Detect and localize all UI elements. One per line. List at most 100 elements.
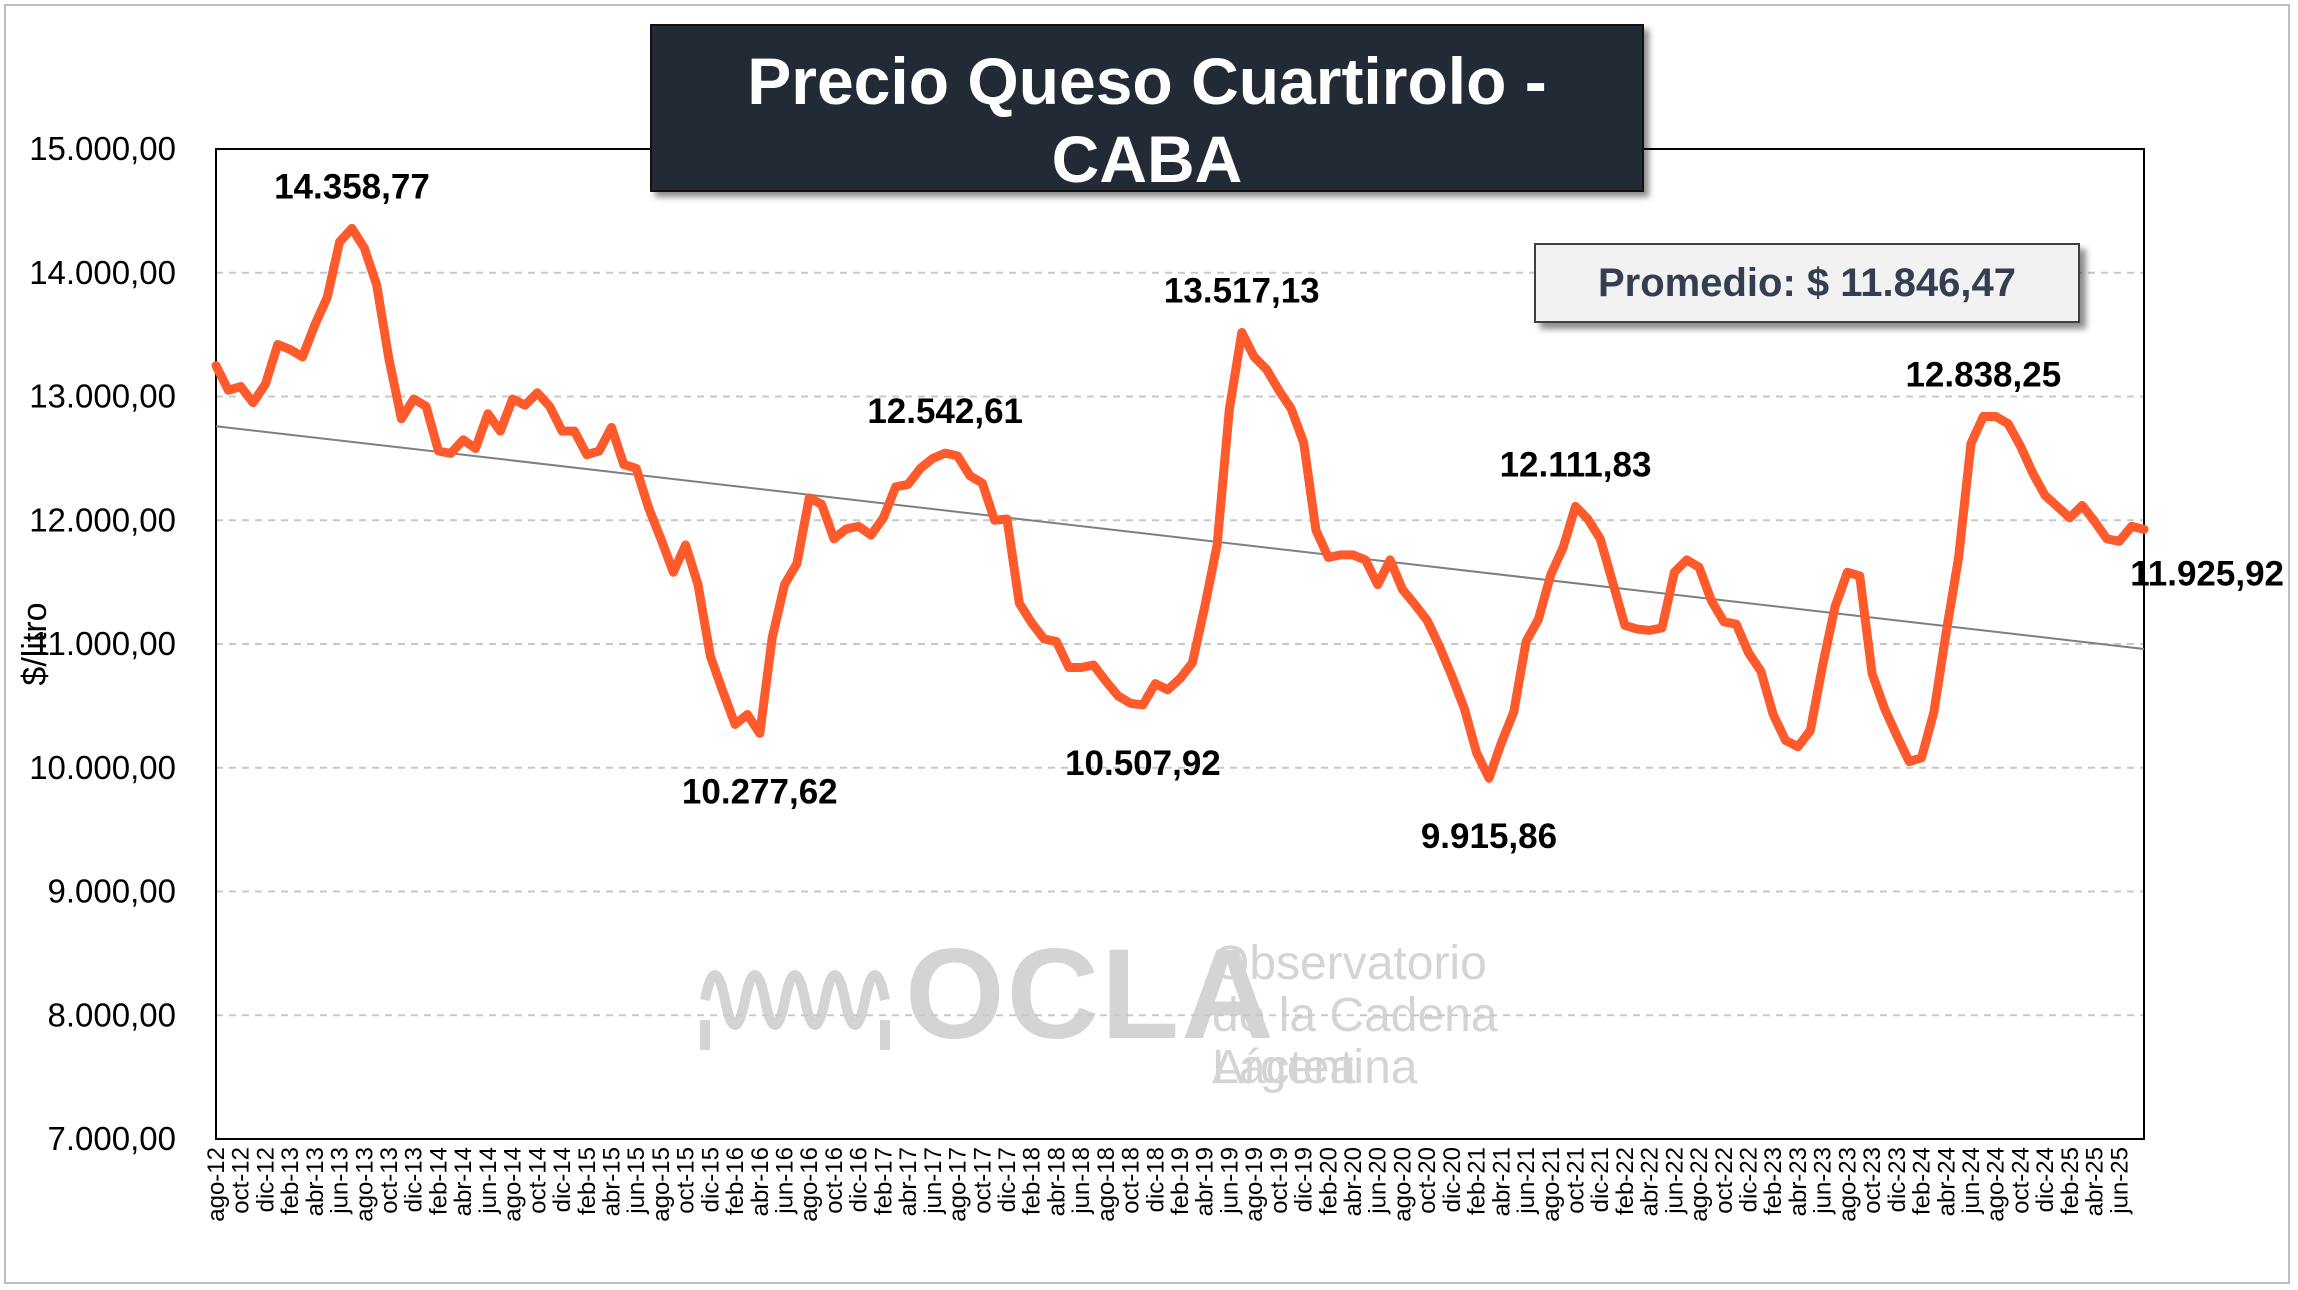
title-box: Precio Queso Cuartirolo - CABA - ajustad… (650, 24, 1644, 247)
x-tick-label: feb-16 (722, 1147, 749, 1215)
y-tick-label: 10.000,00 (29, 749, 176, 786)
x-tick-label: dic-12 (252, 1147, 279, 1212)
y-tick-label: 12.000,00 (29, 501, 176, 538)
x-tick-label: feb-13 (277, 1147, 304, 1215)
x-tick-label: jun-14 (475, 1147, 502, 1215)
x-tick-label: ago-12 (203, 1147, 230, 1222)
annotation-label: 12.111,83 (1500, 445, 1652, 484)
x-tick-label: feb-17 (870, 1147, 897, 1215)
x-tick-label: jun-20 (1365, 1147, 1392, 1215)
annotation-label: 13.517,13 (1164, 272, 1320, 311)
x-tick-label: jun-13 (327, 1147, 354, 1215)
x-tick-label: feb-14 (425, 1147, 452, 1215)
x-tick-label: jun-19 (1216, 1147, 1243, 1215)
x-tick-label: abr-19 (1192, 1147, 1219, 1216)
x-tick-label: oct-23 (1859, 1147, 1886, 1214)
watermark-line-1: Observatorio (1212, 937, 1487, 990)
y-tick-label: 8.000,00 (48, 996, 176, 1033)
x-tick-label: jun-22 (1661, 1147, 1688, 1215)
y-tick-label: 15.000,00 (29, 130, 176, 167)
x-tick-label: feb-21 (1464, 1147, 1491, 1215)
chart-subtitle: - ajustado por IPC - (969, 201, 1325, 247)
x-tick-label: dic-14 (549, 1147, 576, 1212)
y-tick-label: 14.000,00 (29, 254, 176, 291)
watermark-logo-text: OCLA (905, 923, 1276, 1066)
x-tick-label: jun-18 (1068, 1147, 1095, 1215)
x-tick-label: oct-20 (1414, 1147, 1441, 1214)
chart-title: Precio Queso Cuartirolo - CABA (747, 44, 1547, 196)
x-tick-label: feb-20 (1315, 1147, 1342, 1215)
x-tick-label: oct-13 (376, 1147, 403, 1214)
average-box: Promedio: $ 11.846,47 (1534, 243, 2080, 323)
x-tick-label: dic-16 (846, 1147, 873, 1212)
gridlines (216, 271, 2144, 1017)
trend-line (215, 425, 2145, 650)
x-tick-label: ago-24 (1983, 1147, 2010, 1222)
x-tick-label: abr-24 (1933, 1147, 1960, 1216)
annotation-label: 14.358,77 (274, 167, 430, 206)
x-tick-label: oct-17 (969, 1147, 996, 1214)
x-tick-label: feb-22 (1612, 1147, 1639, 1215)
x-tick-label: ago-17 (945, 1147, 972, 1222)
annotation-label: 12.838,25 (1905, 356, 2061, 395)
x-tick-label: oct-21 (1562, 1147, 1589, 1214)
x-tick-label: dic-20 (1439, 1147, 1466, 1212)
x-tick-label: dic-18 (1142, 1147, 1169, 1212)
x-tick-label: ago-13 (351, 1147, 378, 1222)
x-tick-label: abr-16 (747, 1147, 774, 1216)
y-tick-label: 11.000,00 (32, 625, 176, 662)
x-tick-label: ago-23 (1834, 1147, 1861, 1222)
annotation-label: 11.925,92 (2130, 554, 2284, 593)
x-tick-label: oct-24 (2007, 1147, 2034, 1214)
x-tick-label: oct-22 (1711, 1147, 1738, 1214)
x-tick-label: oct-14 (524, 1147, 551, 1214)
x-tick-label: abr-25 (2082, 1147, 2109, 1216)
x-tick-label: abr-13 (302, 1147, 329, 1216)
x-tick-label: jun-21 (1513, 1147, 1540, 1215)
x-tick-label: ago-16 (796, 1147, 823, 1222)
x-tick-label: abr-20 (1340, 1147, 1367, 1216)
x-tick-label: dic-21 (1587, 1147, 1614, 1212)
x-tick-label: abr-23 (1785, 1147, 1812, 1216)
x-tick-label: jun-23 (1810, 1147, 1837, 1215)
x-tick-label: jun-17 (920, 1147, 947, 1215)
x-tick-label: oct-19 (1266, 1147, 1293, 1214)
x-tick-label: feb-18 (1019, 1147, 1046, 1215)
y-tick-label: 9.000,00 (48, 873, 176, 910)
y-tick-label: 7.000,00 (48, 1120, 176, 1157)
x-tick-label: dic-24 (2032, 1147, 2059, 1212)
annotation-label: 10.507,92 (1065, 744, 1221, 783)
annotation-label: 10.277,62 (682, 772, 838, 811)
data-annotations: 14.358,77 10.277,62 12.542,61 10.507,92 13.5… (274, 167, 2284, 856)
annotation-label: 12.542,61 (867, 392, 1023, 431)
x-tick-label: jun-16 (772, 1147, 799, 1215)
x-tick-label: abr-21 (1488, 1147, 1515, 1216)
x-tick-label: jun-25 (2106, 1147, 2133, 1215)
x-tick-label: feb-25 (2057, 1147, 2084, 1215)
x-tick-label: oct-12 (228, 1147, 255, 1214)
x-tick-label: feb-19 (1167, 1147, 1194, 1215)
x-tick-label: feb-15 (574, 1147, 601, 1215)
watermark-line-3: Argentina (1212, 1041, 1418, 1094)
y-tick-label: 13.000,00 (29, 378, 176, 415)
x-tick-label: abr-14 (450, 1147, 477, 1216)
x-tick-label: oct-15 (673, 1147, 700, 1214)
x-axis-ticks: ago-12oct-12dic-12feb-13abr-13jun-13ago-… (203, 1147, 2133, 1222)
x-tick-label: dic-19 (1291, 1147, 1318, 1212)
x-tick-label: abr-18 (1043, 1147, 1070, 1216)
x-tick-label: dic-22 (1736, 1147, 1763, 1212)
x-tick-label: ago-14 (500, 1147, 527, 1222)
x-tick-label: dic-15 (697, 1147, 724, 1212)
x-tick-label: oct-18 (1118, 1147, 1145, 1214)
y-axis-label: $/litro (16, 602, 54, 685)
x-tick-label: ago-19 (1241, 1147, 1268, 1222)
x-tick-label: dic-13 (401, 1147, 428, 1212)
ocla-wave-logo-icon (700, 970, 890, 1050)
x-tick-label: feb-23 (1760, 1147, 1787, 1215)
x-tick-label: ago-22 (1686, 1147, 1713, 1222)
x-tick-label: dic-17 (994, 1147, 1021, 1212)
x-tick-label: abr-15 (598, 1147, 625, 1216)
x-tick-label: dic-23 (1884, 1147, 1911, 1212)
